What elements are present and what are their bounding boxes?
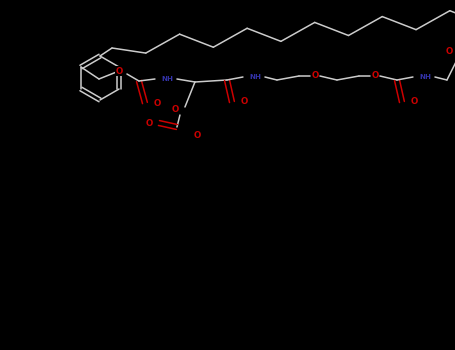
- Text: O: O: [371, 71, 379, 80]
- Text: O: O: [172, 105, 178, 114]
- Text: O: O: [445, 48, 453, 56]
- Text: O: O: [311, 71, 318, 80]
- Text: O: O: [240, 98, 248, 106]
- Text: NH: NH: [249, 74, 261, 80]
- Text: O: O: [193, 131, 201, 140]
- Text: O: O: [115, 66, 122, 76]
- Text: NH: NH: [419, 74, 431, 80]
- Text: NH: NH: [161, 76, 173, 82]
- Text: O: O: [410, 98, 418, 106]
- Text: O: O: [153, 98, 161, 107]
- Text: O: O: [145, 119, 152, 127]
